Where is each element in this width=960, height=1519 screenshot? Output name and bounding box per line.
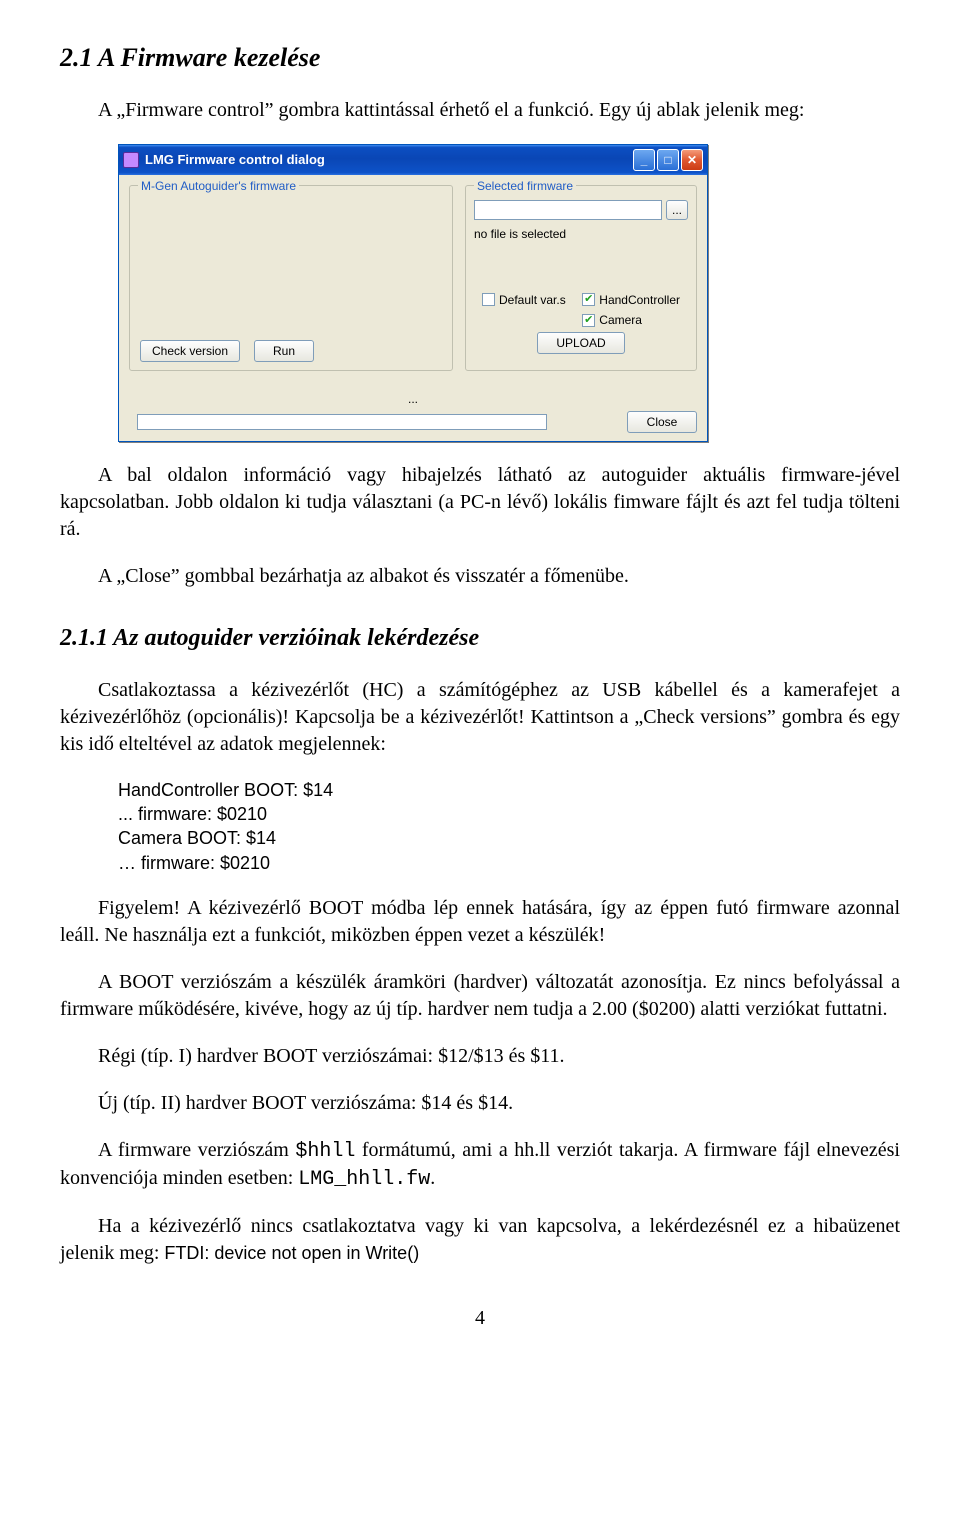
paragraph-intro: A „Firmware control” gombra kattintással… [60,97,900,124]
no-file-hint: no file is selected [474,226,688,242]
paragraph-sides: A bal oldalon információ vagy hibajelzés… [60,462,900,543]
close-button[interactable]: ✕ [681,149,703,171]
text-run: . [430,1167,435,1189]
close-dialog-button[interactable]: Close [627,411,697,433]
browse-button[interactable]: ... [666,200,688,220]
paragraph-error: Ha a kézivezérlő nincs csatlakoztatva va… [60,1213,900,1267]
dialog-title: LMG Firmware control dialog [145,151,633,169]
fieldset-selected-firmware: Selected firmware ... no file is selecte… [465,185,697,371]
handcontroller-checkbox[interactable]: ✔ [582,293,595,306]
default-vars-checkbox[interactable] [482,293,495,306]
version-output-block: HandController BOOT: $14 ... firmware: $… [118,778,900,875]
firmware-path-input[interactable] [474,200,662,220]
close-icon: ✕ [687,152,697,168]
heading-firmware-management: 2.1 A Firmware kezelése [60,40,900,75]
upload-button[interactable]: UPLOAD [537,332,625,354]
paragraph-boot-old: Régi (típ. I) hardver BOOT verziószámai:… [60,1043,900,1070]
error-msg: FTDI: device not open in Write() [164,1243,419,1263]
code-line: ... firmware: $0210 [118,802,900,826]
paragraph-connect: Csatlakoztassa a kézivezérlőt (HC) a szá… [60,677,900,758]
fieldset-legend-right: Selected firmware [474,178,576,194]
minimize-button[interactable]: _ [633,149,655,171]
mono-run: LMG_hhll.fw [298,1168,430,1191]
code-line: HandController BOOT: $14 [118,778,900,802]
paragraph-boot-explain: A BOOT verziószám a készülék áramköri (h… [60,969,900,1023]
mono-run: $hhll [295,1140,355,1163]
page-number: 4 [60,1305,900,1332]
minimize-icon: _ [641,152,648,168]
fieldset-autoguider-firmware: M-Gen Autoguider's firmware Check versio… [129,185,453,371]
paragraph-warning: Figyelem! A kézivezérlő BOOT módba lép e… [60,895,900,949]
paragraph-fwversion: A firmware verziószám $hhll formátumú, a… [60,1137,900,1193]
handcontroller-label: HandController [599,292,680,308]
text-run: A firmware verziószám [98,1139,295,1161]
default-vars-label: Default var.s [499,292,566,308]
maximize-button[interactable]: □ [657,149,679,171]
run-button[interactable]: Run [254,340,314,362]
fieldset-legend-left: M-Gen Autoguider's firmware [138,178,299,194]
app-icon [123,152,139,168]
code-line: Camera BOOT: $14 [118,826,900,850]
maximize-icon: □ [664,152,671,168]
firmware-control-dialog: LMG Firmware control dialog _ □ ✕ M-Gen … [118,144,708,442]
code-line: … firmware: $0210 [118,851,900,875]
camera-checkbox[interactable]: ✔ [582,314,595,327]
dialog-titlebar[interactable]: LMG Firmware control dialog _ □ ✕ [119,145,707,175]
heading-version-query: 2.1.1 Az autoguider verzióinak lekérdezé… [60,622,900,654]
paragraph-close-info: A „Close” gombbal bezárhatja az albakot … [60,563,900,590]
check-version-button[interactable]: Check version [140,340,240,362]
paragraph-boot-new: Új (típ. II) hardver BOOT verziószáma: $… [60,1090,900,1117]
progress-bar [137,414,547,430]
camera-label: Camera [599,312,642,328]
status-separator: ... [129,391,697,407]
